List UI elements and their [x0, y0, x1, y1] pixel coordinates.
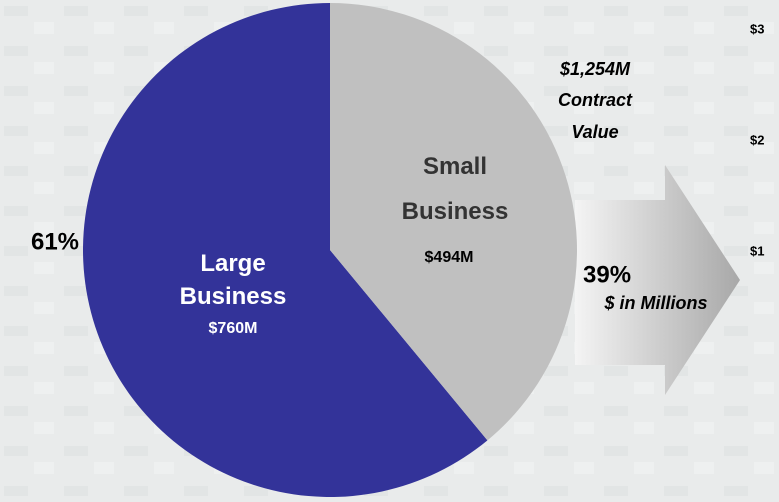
pie-slice	[83, 3, 488, 498]
total-caption: Contract Value	[558, 90, 633, 142]
category-label: Large Business	[180, 250, 287, 310]
percent-label: 61%	[31, 228, 79, 255]
total-label: $1,254M	[559, 59, 631, 79]
amount-label: $494M	[425, 249, 474, 266]
pie-slice	[330, 3, 577, 441]
clipped-label: $2	[750, 132, 764, 147]
category-label: Small Business	[402, 153, 509, 225]
percent-label: 39%	[583, 261, 631, 288]
clipped-label: $3	[750, 21, 764, 36]
amount-label: $760M	[209, 320, 258, 337]
arrow	[575, 165, 740, 395]
unit-note: $ in Millions	[603, 293, 707, 313]
clipped-label: $1	[750, 243, 764, 258]
